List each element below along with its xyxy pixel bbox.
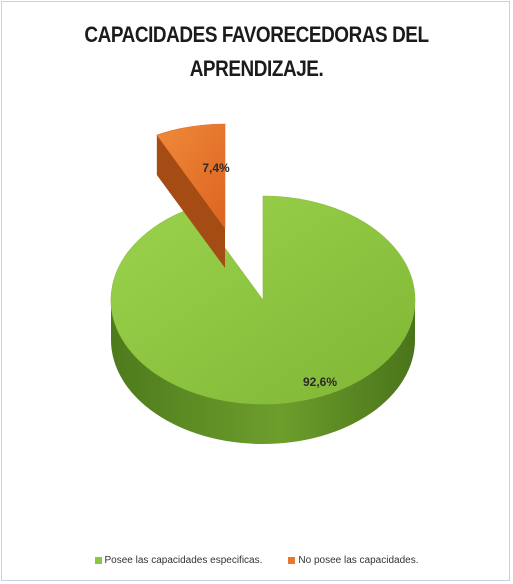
legend-item-posee: Posee las capacidades especificas.: [94, 555, 263, 566]
slice-no-posee: [156, 123, 226, 229]
slice-posee: [110, 195, 416, 405]
data-label-no-posee: 7,4%: [202, 161, 230, 175]
legend-item-no-posee: No posee las capacidades.: [288, 555, 418, 566]
legend-label-no-posee: No posee las capacidades.: [298, 555, 419, 566]
legend: Posee las capacidades especificas. No po…: [0, 555, 513, 566]
chart-title-line-2: APRENDIZAJE.: [189, 56, 324, 81]
slice-no-posee-cut-face: [156, 135, 225, 268]
chart-title: CAPACIDADES FAVORECEDORAS DEL APRENDIZAJ…: [70, 18, 442, 86]
legend-swatch-posee: [94, 557, 102, 564]
legend-swatch-no-posee: [288, 557, 296, 564]
slice-posee-side: [111, 300, 415, 444]
chart-title-line-1: CAPACIDADES FAVORECEDORAS DEL: [84, 22, 429, 47]
legend-label-posee: Posee las capacidades especificas.: [104, 555, 263, 566]
data-label-posee: 92,6%: [303, 375, 337, 389]
